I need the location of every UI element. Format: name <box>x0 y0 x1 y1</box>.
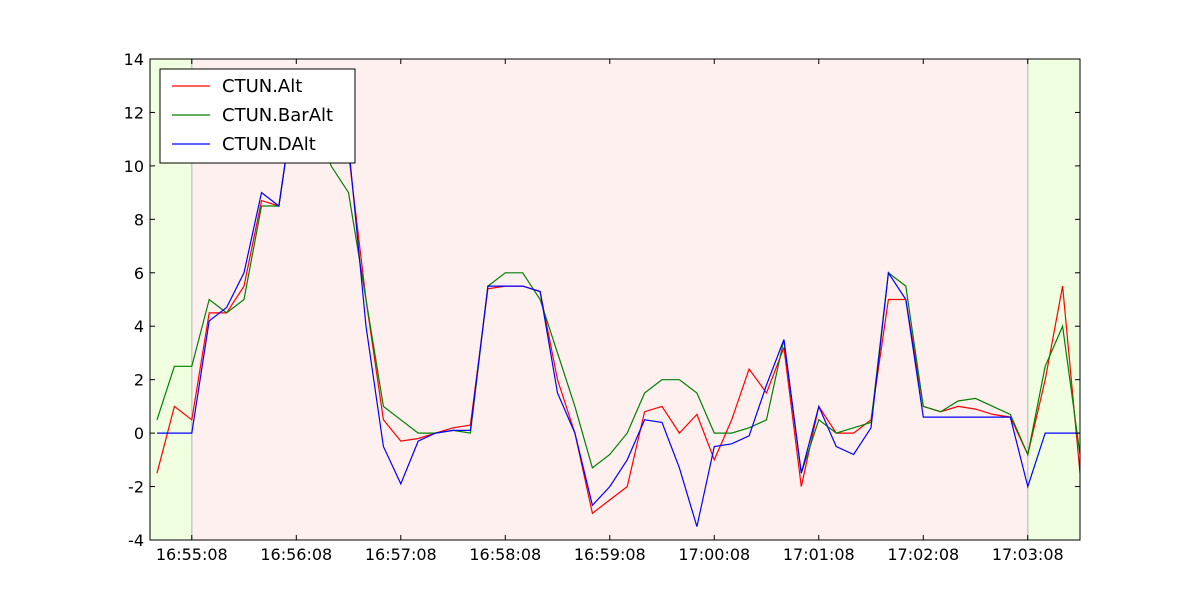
x-tick-label: 17:01:08 <box>783 545 855 564</box>
x-tick-label: 16:56:08 <box>260 545 332 564</box>
legend-label: CTUN.DAlt <box>222 134 316 155</box>
y-tick-label: 8 <box>134 210 144 229</box>
x-tick-label: 16:58:08 <box>469 545 541 564</box>
y-tick-label: 14 <box>124 50 144 69</box>
legend-label: CTUN.BarAlt <box>222 105 333 126</box>
x-tick-label: 17:03:08 <box>992 545 1064 564</box>
y-tick-label: 2 <box>134 371 144 390</box>
x-tick-label: 17:00:08 <box>678 545 750 564</box>
shaded-region <box>1027 59 1080 540</box>
y-tick-label: 10 <box>124 157 144 176</box>
y-tick-label: 6 <box>134 264 144 283</box>
x-tick-label: 16:55:08 <box>156 545 228 564</box>
y-tick-label: 4 <box>134 317 144 336</box>
y-tick-label: -2 <box>128 478 144 497</box>
x-tick-label: 17:02:08 <box>887 545 959 564</box>
x-tick-label: 16:57:08 <box>365 545 437 564</box>
y-tick-label: 12 <box>124 103 144 122</box>
legend-label: CTUN.Alt <box>222 76 302 97</box>
y-tick-label: -4 <box>128 531 144 550</box>
legend-box <box>159 68 356 164</box>
y-tick-label: 0 <box>134 424 144 443</box>
plot-frame <box>149 58 1081 541</box>
x-tick-label: 16:59:08 <box>574 545 646 564</box>
